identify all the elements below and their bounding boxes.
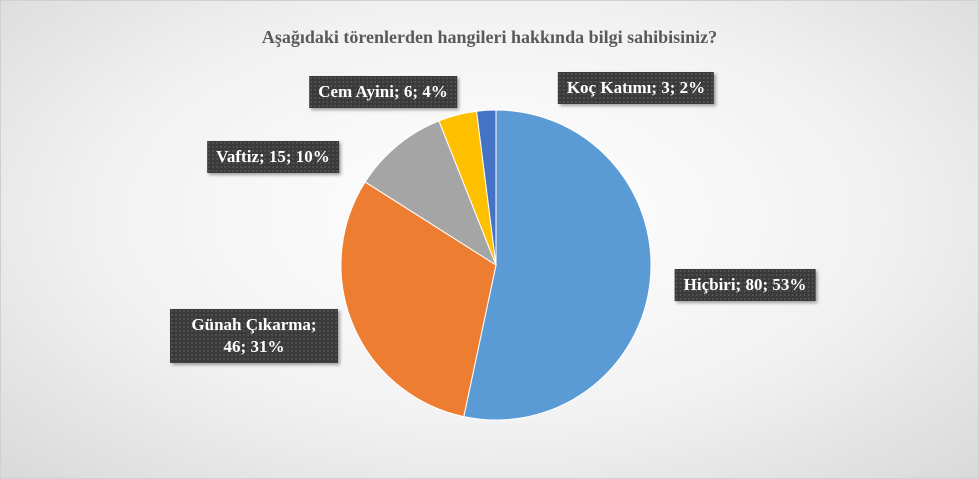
chart-title: Aşağıdaki törenlerden hangileri hakkında… — [261, 27, 718, 47]
data-label: Cem Ayini; 6; 4% — [309, 76, 457, 108]
pie-slice — [364, 120, 498, 267]
pie-slice — [476, 109, 497, 266]
pie-slice — [463, 109, 652, 421]
data-label: Günah Çıkarma; 46; 31% — [170, 309, 338, 363]
data-label: Koç Katımı; 3; 2% — [557, 72, 715, 104]
data-label: Vaftiz; 15; 10% — [207, 141, 339, 173]
data-label: Hiçbiri; 80; 53% — [674, 269, 816, 301]
